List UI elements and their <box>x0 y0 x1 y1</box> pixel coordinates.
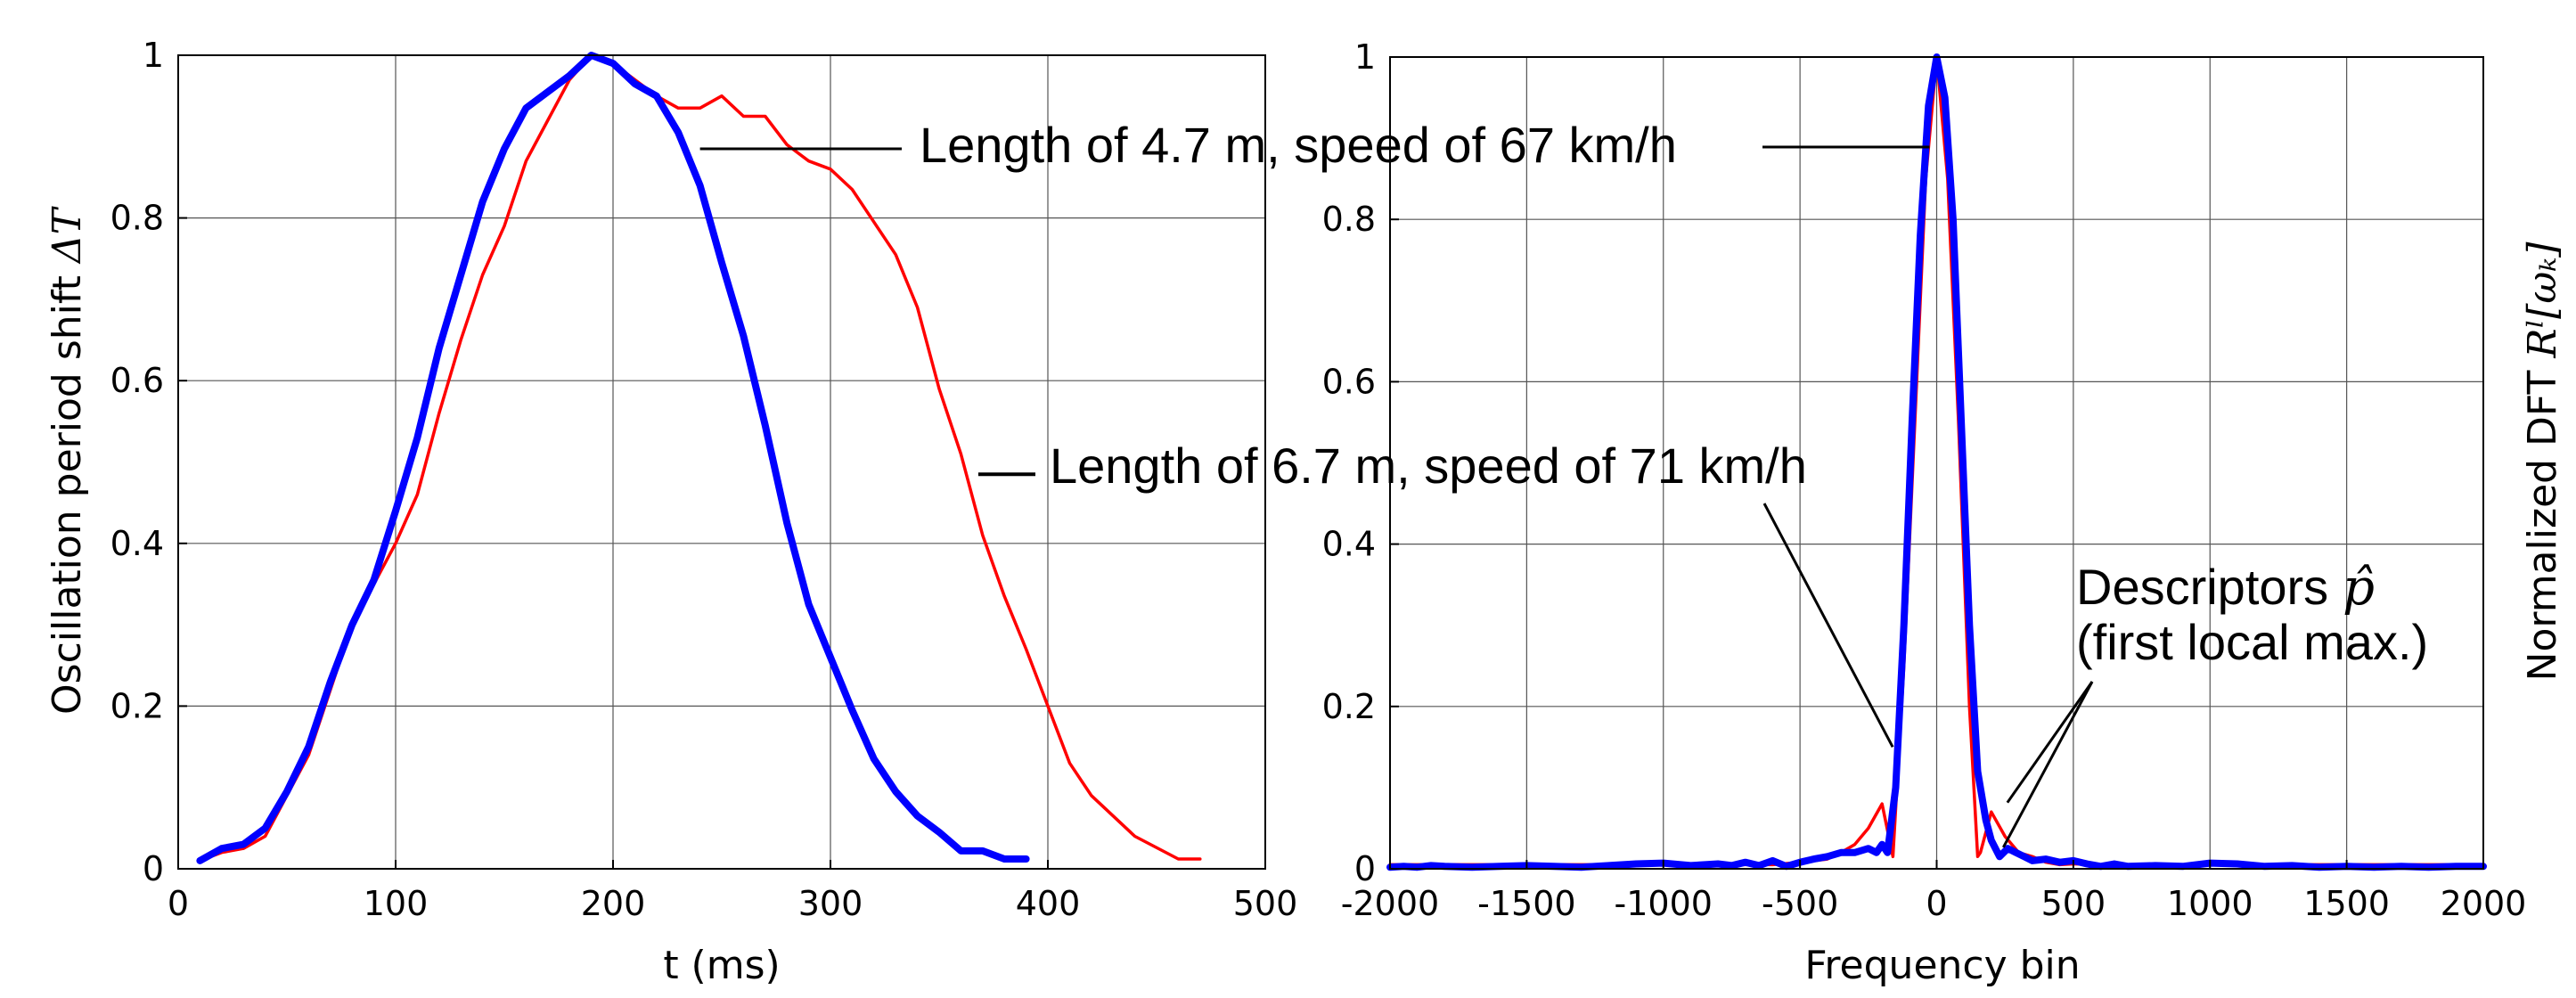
x-tick-label: 500 <box>2041 884 2106 923</box>
x-tick-label: 0 <box>1926 884 1947 923</box>
left-y-axis-label: Oscillation period shift ΔT <box>45 205 90 715</box>
y-tick-label: 1 <box>143 36 164 75</box>
left-x-tick-labels: 0 100 200 300 400 500 <box>168 860 1297 923</box>
annotation-3-math: p̂ <box>2343 559 2375 617</box>
left-y-axis-symbol: ΔT <box>45 205 90 265</box>
left-plot: 0 100 200 300 400 500 0 0.2 0.4 0.6 0.8 1 t (ms) O… <box>45 36 1297 988</box>
y-tick-label: 0.6 <box>1322 362 1376 401</box>
x-tick-label: -1500 <box>1477 884 1575 923</box>
y-tick-label: 0 <box>1354 849 1376 888</box>
x-tick-label: 400 <box>1016 884 1081 923</box>
annotation-3-leader-a <box>2006 681 2094 804</box>
x-tick-label: 500 <box>1233 884 1298 923</box>
x-tick-label: -1000 <box>1615 884 1713 923</box>
x-tick-label: 1500 <box>2303 884 2390 923</box>
annotation-3-text: Descriptors p̂ <box>2076 559 2375 617</box>
x-tick-label: 0 <box>168 884 189 923</box>
annotation-3-leader-b <box>2002 681 2094 848</box>
left-y-axis-label-text: Oscillation period shift <box>45 275 90 715</box>
x-tick-label: 200 <box>581 884 646 923</box>
y-tick-label: 0.2 <box>1322 687 1376 726</box>
right-y-tick-labels: 0 0.2 0.4 0.6 0.8 1 <box>1322 37 1399 888</box>
y-tick-label: 0.4 <box>1322 525 1376 564</box>
y-tick-label: 0.4 <box>110 524 164 563</box>
blue-series-line <box>1386 53 2487 871</box>
y-tick-label: 0.8 <box>110 199 164 238</box>
y-tick-label: 0 <box>143 849 164 888</box>
annotation-3-label: Descriptors <box>2076 559 2328 615</box>
x-tick-label: -2000 <box>1341 884 1439 923</box>
annotation-2-leader-right <box>1762 503 1894 748</box>
y-tick-label: 1 <box>1354 37 1376 77</box>
y-tick-label: 0.2 <box>110 686 164 725</box>
left-y-tick-labels: 0 0.2 0.4 0.6 0.8 1 <box>110 36 187 888</box>
right-plot: -2000 -1500 -1000 -500 0 500 1000 1500 2000 0 0.2… <box>1322 37 2565 988</box>
annotation-1-text: Length of 4.7 m, speed of 67 km/h <box>920 117 1677 173</box>
annotation-2-text: Length of 6.7 m, speed of 71 km/h <box>1050 438 1807 494</box>
x-tick-label: 1000 <box>2167 884 2253 923</box>
x-tick-label: 100 <box>364 884 429 923</box>
blue-series-line <box>196 52 1030 864</box>
right-x-axis-label: Frequency bin <box>1804 943 2080 988</box>
left-x-axis-label: t (ms) <box>663 943 780 988</box>
annotations: Length of 4.7 m, speed of 67 km/h Length… <box>699 117 2428 848</box>
annotation-3-text-line2: (first local max.) <box>2076 614 2428 670</box>
x-tick-label: 2000 <box>2441 884 2527 923</box>
left-series <box>196 52 1202 864</box>
right-y-axis-symbol: Rˡ[ωₖ] <box>2520 241 2565 359</box>
x-tick-label: -500 <box>1762 884 1838 923</box>
x-tick-label: 300 <box>798 884 863 923</box>
right-x-tick-labels: -2000 -1500 -1000 -500 0 500 1000 1500 2000 <box>1341 860 2527 923</box>
left-plot-frame <box>177 54 1266 870</box>
right-y-axis-label-text: Normalized DFT <box>2520 371 2565 682</box>
right-y-axis-label: Normalized DFT Rˡ[ωₖ] <box>2520 241 2565 682</box>
right-series <box>1386 53 2487 871</box>
y-tick-label: 0.8 <box>1322 200 1376 239</box>
y-tick-label: 0.6 <box>110 361 164 400</box>
